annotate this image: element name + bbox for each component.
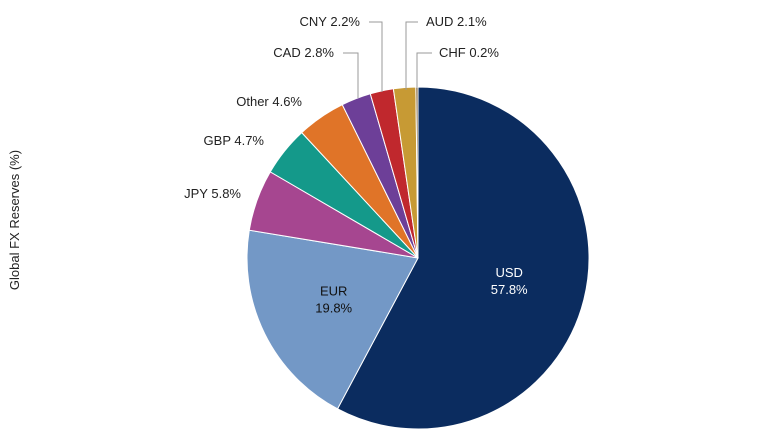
y-axis-label: Global FX Reserves (%) [7, 150, 22, 290]
pie-slice-usd [336, 86, 590, 430]
slice-label-chf: CHF 0.2% [439, 45, 499, 60]
slice-label-aud: AUD 2.1% [426, 14, 487, 29]
leader-line-cny [369, 21, 383, 92]
slice-label-other: Other 4.6% [236, 94, 302, 109]
slice-labels: USD 57.8% EUR 19.8% JPY 5.8% GBP 4.7% Other 4.… [184, 14, 528, 316]
leader-lines [343, 21, 432, 98]
slice-label-cad: CAD 2.8% [273, 45, 334, 60]
leader-line-cad [343, 52, 359, 98]
leader-line-aud [405, 21, 418, 90]
leader-line-chf [416, 52, 432, 88]
slice-value-eur: 19.8% [315, 301, 352, 316]
pie-slices [246, 86, 590, 430]
slice-value-usd: 57.8% [491, 282, 528, 297]
pie-slice-eur [246, 229, 419, 410]
slice-label-cny: CNY 2.2% [300, 14, 361, 29]
slice-label-jpy: JPY 5.8% [184, 186, 241, 201]
slice-label-gbp: GBP 4.7% [204, 133, 265, 148]
slice-label-eur: EUR [320, 284, 347, 299]
slice-label-usd: USD [495, 265, 522, 280]
